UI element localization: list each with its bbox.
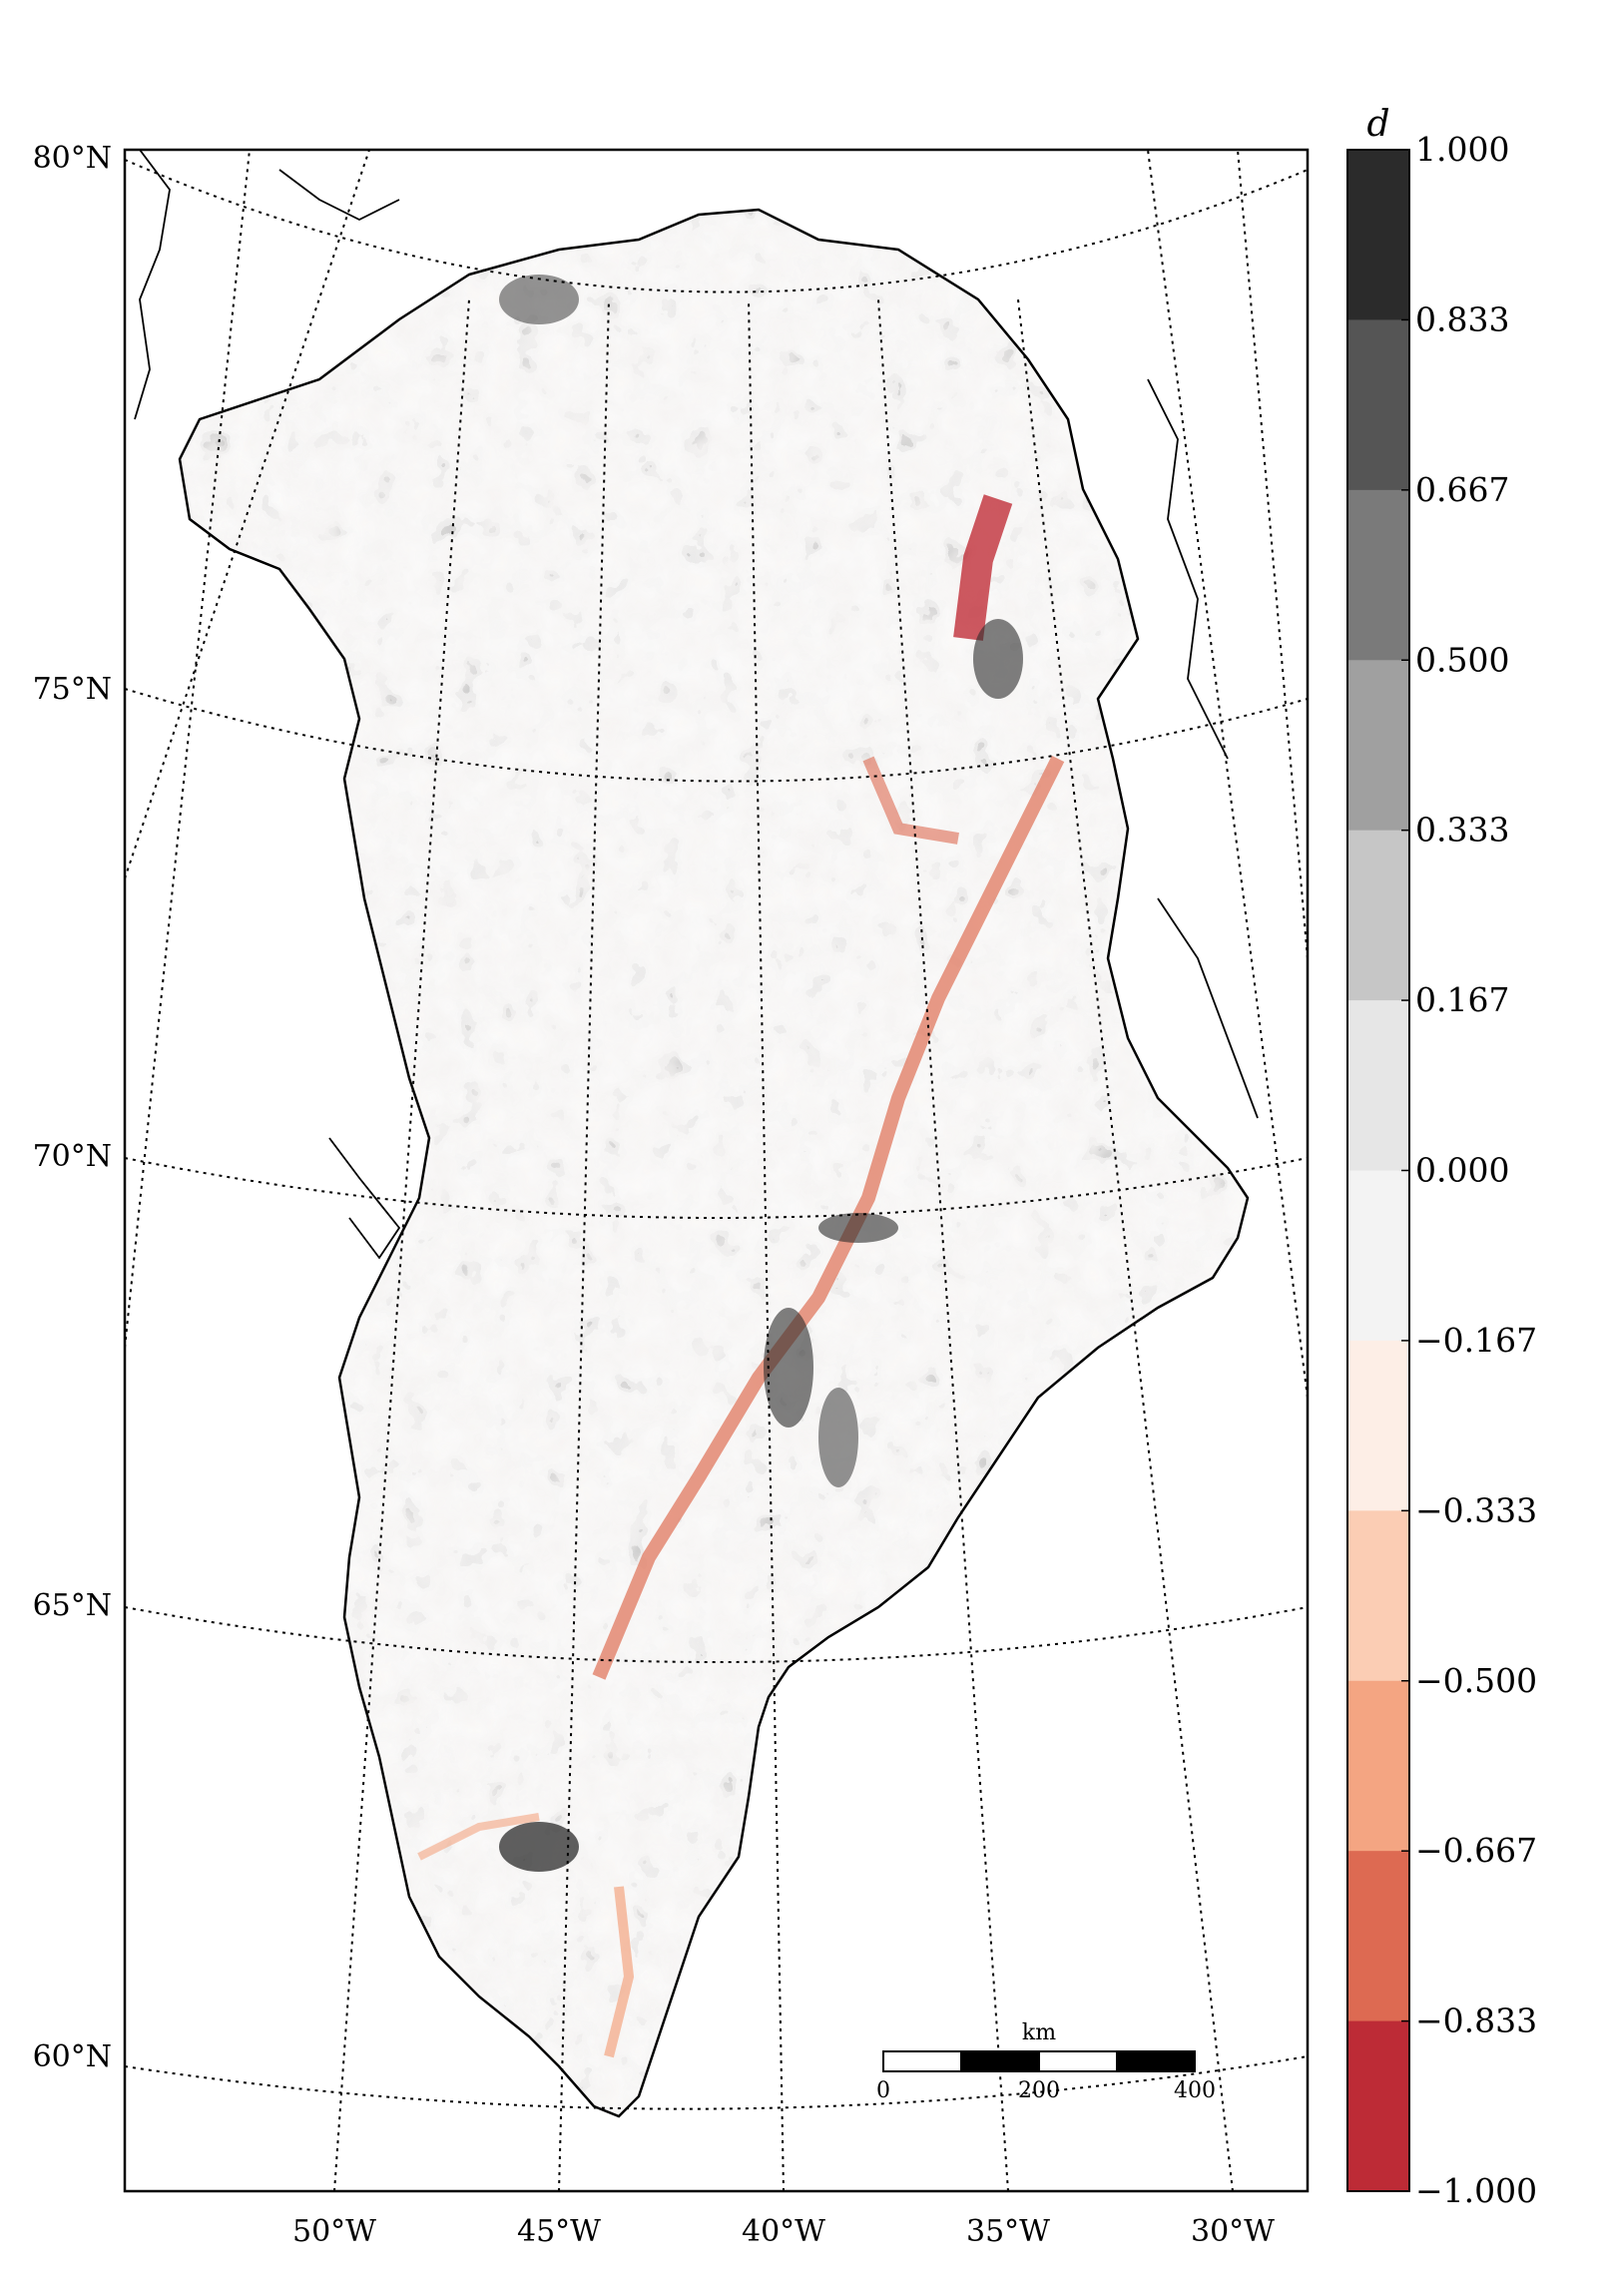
colorbar-tick-label: −1.000 xyxy=(1415,2171,1537,2210)
anomaly-streak xyxy=(592,755,1065,1680)
latitude-line xyxy=(125,688,1308,783)
latitude-line xyxy=(125,2055,1308,2110)
scale-bar-segment xyxy=(1038,2050,1118,2072)
colorbar-tick-label: −0.833 xyxy=(1415,2002,1537,2040)
colorbar-tick-label: 0.000 xyxy=(1415,1151,1509,1190)
colorbar-bin xyxy=(1347,830,1409,1001)
scale-bar-segment xyxy=(960,2050,1040,2072)
anomaly-streak xyxy=(862,756,959,845)
longitude-labels: 50°W 45°W 40°W 35°W 30°W xyxy=(292,2214,1275,2249)
colorbar-bin xyxy=(1347,2020,1409,2192)
colorbar-bin xyxy=(1347,1170,1409,1342)
longitude-line xyxy=(1017,298,1234,2191)
colorbar-tick-label: 0.833 xyxy=(1415,299,1509,338)
scale-bar-unit: km xyxy=(1022,2020,1056,2045)
anomaly-streak xyxy=(604,1886,635,2058)
colorbar-bin xyxy=(1347,150,1409,320)
colorbar-tick-label: −0.667 xyxy=(1415,1831,1537,1870)
latitude-label: 60°N xyxy=(33,2039,112,2074)
colorbar-bin xyxy=(1347,1000,1409,1171)
colorbar-bin xyxy=(1347,660,1409,832)
scale-bar-tick-label: 400 xyxy=(1174,2078,1216,2103)
colorbar-bin xyxy=(1347,319,1409,491)
scale-bar-segment xyxy=(1116,2050,1196,2072)
colorbar-title: d xyxy=(1366,104,1389,145)
coastline-fragment xyxy=(134,150,171,420)
latitude-label: 80°N xyxy=(33,141,112,176)
scale-bar: km 0 200 400 xyxy=(876,2020,1216,2103)
colorbar-tick-label: −0.500 xyxy=(1415,1661,1537,1700)
colorbar-bin xyxy=(1347,1340,1409,1511)
anomaly-streak xyxy=(953,494,1013,641)
data-cluster xyxy=(499,1822,579,1872)
colorbar-bin xyxy=(1347,1680,1409,1852)
colorbar-bin xyxy=(1347,1510,1409,1682)
data-cluster xyxy=(764,1308,813,1428)
anomaly-streak xyxy=(417,1813,540,1861)
coastline-fragment xyxy=(1147,378,1229,760)
latitude-line xyxy=(125,1157,1308,1219)
latitude-line xyxy=(125,1606,1308,1663)
scale-bar-segment xyxy=(882,2050,962,2072)
scale-bar-tick-label: 0 xyxy=(876,2078,890,2103)
longitude-line xyxy=(125,150,370,879)
colorbar-tick-label: 1.000 xyxy=(1415,130,1509,169)
map-frame xyxy=(123,148,1310,2193)
colorbar-tick-label: 0.500 xyxy=(1415,640,1509,679)
data-cluster xyxy=(818,1388,858,1487)
longitude-label: 50°W xyxy=(292,2214,376,2249)
data-cluster xyxy=(499,275,579,324)
data-cluster xyxy=(973,619,1023,699)
colorbar: d 1.000 0.833 0.667 0.500 0.333 0.167 0.000 −0.… xyxy=(1346,104,1537,2210)
coastline-fragment xyxy=(1157,897,1259,1119)
colorbar-tick-label: −0.333 xyxy=(1415,1490,1537,1529)
longitude-label: 30°W xyxy=(1191,2214,1275,2249)
longitude-label: 35°W xyxy=(966,2214,1050,2249)
colorbar-tick-label: 0.167 xyxy=(1415,980,1509,1019)
data-cluster xyxy=(818,1213,898,1243)
scale-bar-tick-label: 200 xyxy=(1018,2078,1060,2103)
longitude-label: 40°W xyxy=(742,2214,825,2249)
coastline-fragment xyxy=(328,1137,401,1260)
latitude-label: 70°N xyxy=(33,1139,112,1174)
latitude-label: 65°N xyxy=(33,1588,112,1623)
longitude-line xyxy=(125,150,251,1349)
colorbar-tick-label: −0.167 xyxy=(1415,1321,1537,1360)
latitude-line xyxy=(125,159,1308,293)
colorbar-tick-label: 0.667 xyxy=(1415,470,1509,509)
latitude-label: 75°N xyxy=(33,672,112,707)
latitude-labels: 80°N 75°N 70°N 65°N 60°N xyxy=(33,141,112,2074)
longitude-label: 45°W xyxy=(517,2214,601,2249)
colorbar-tick-label: 0.333 xyxy=(1415,811,1509,850)
colorbar-bin xyxy=(1347,489,1409,661)
graticule xyxy=(125,150,1308,2191)
coastline-fragment xyxy=(278,169,400,222)
colorbar-bin xyxy=(1347,1851,1409,2022)
longitude-line xyxy=(1147,150,1308,1399)
